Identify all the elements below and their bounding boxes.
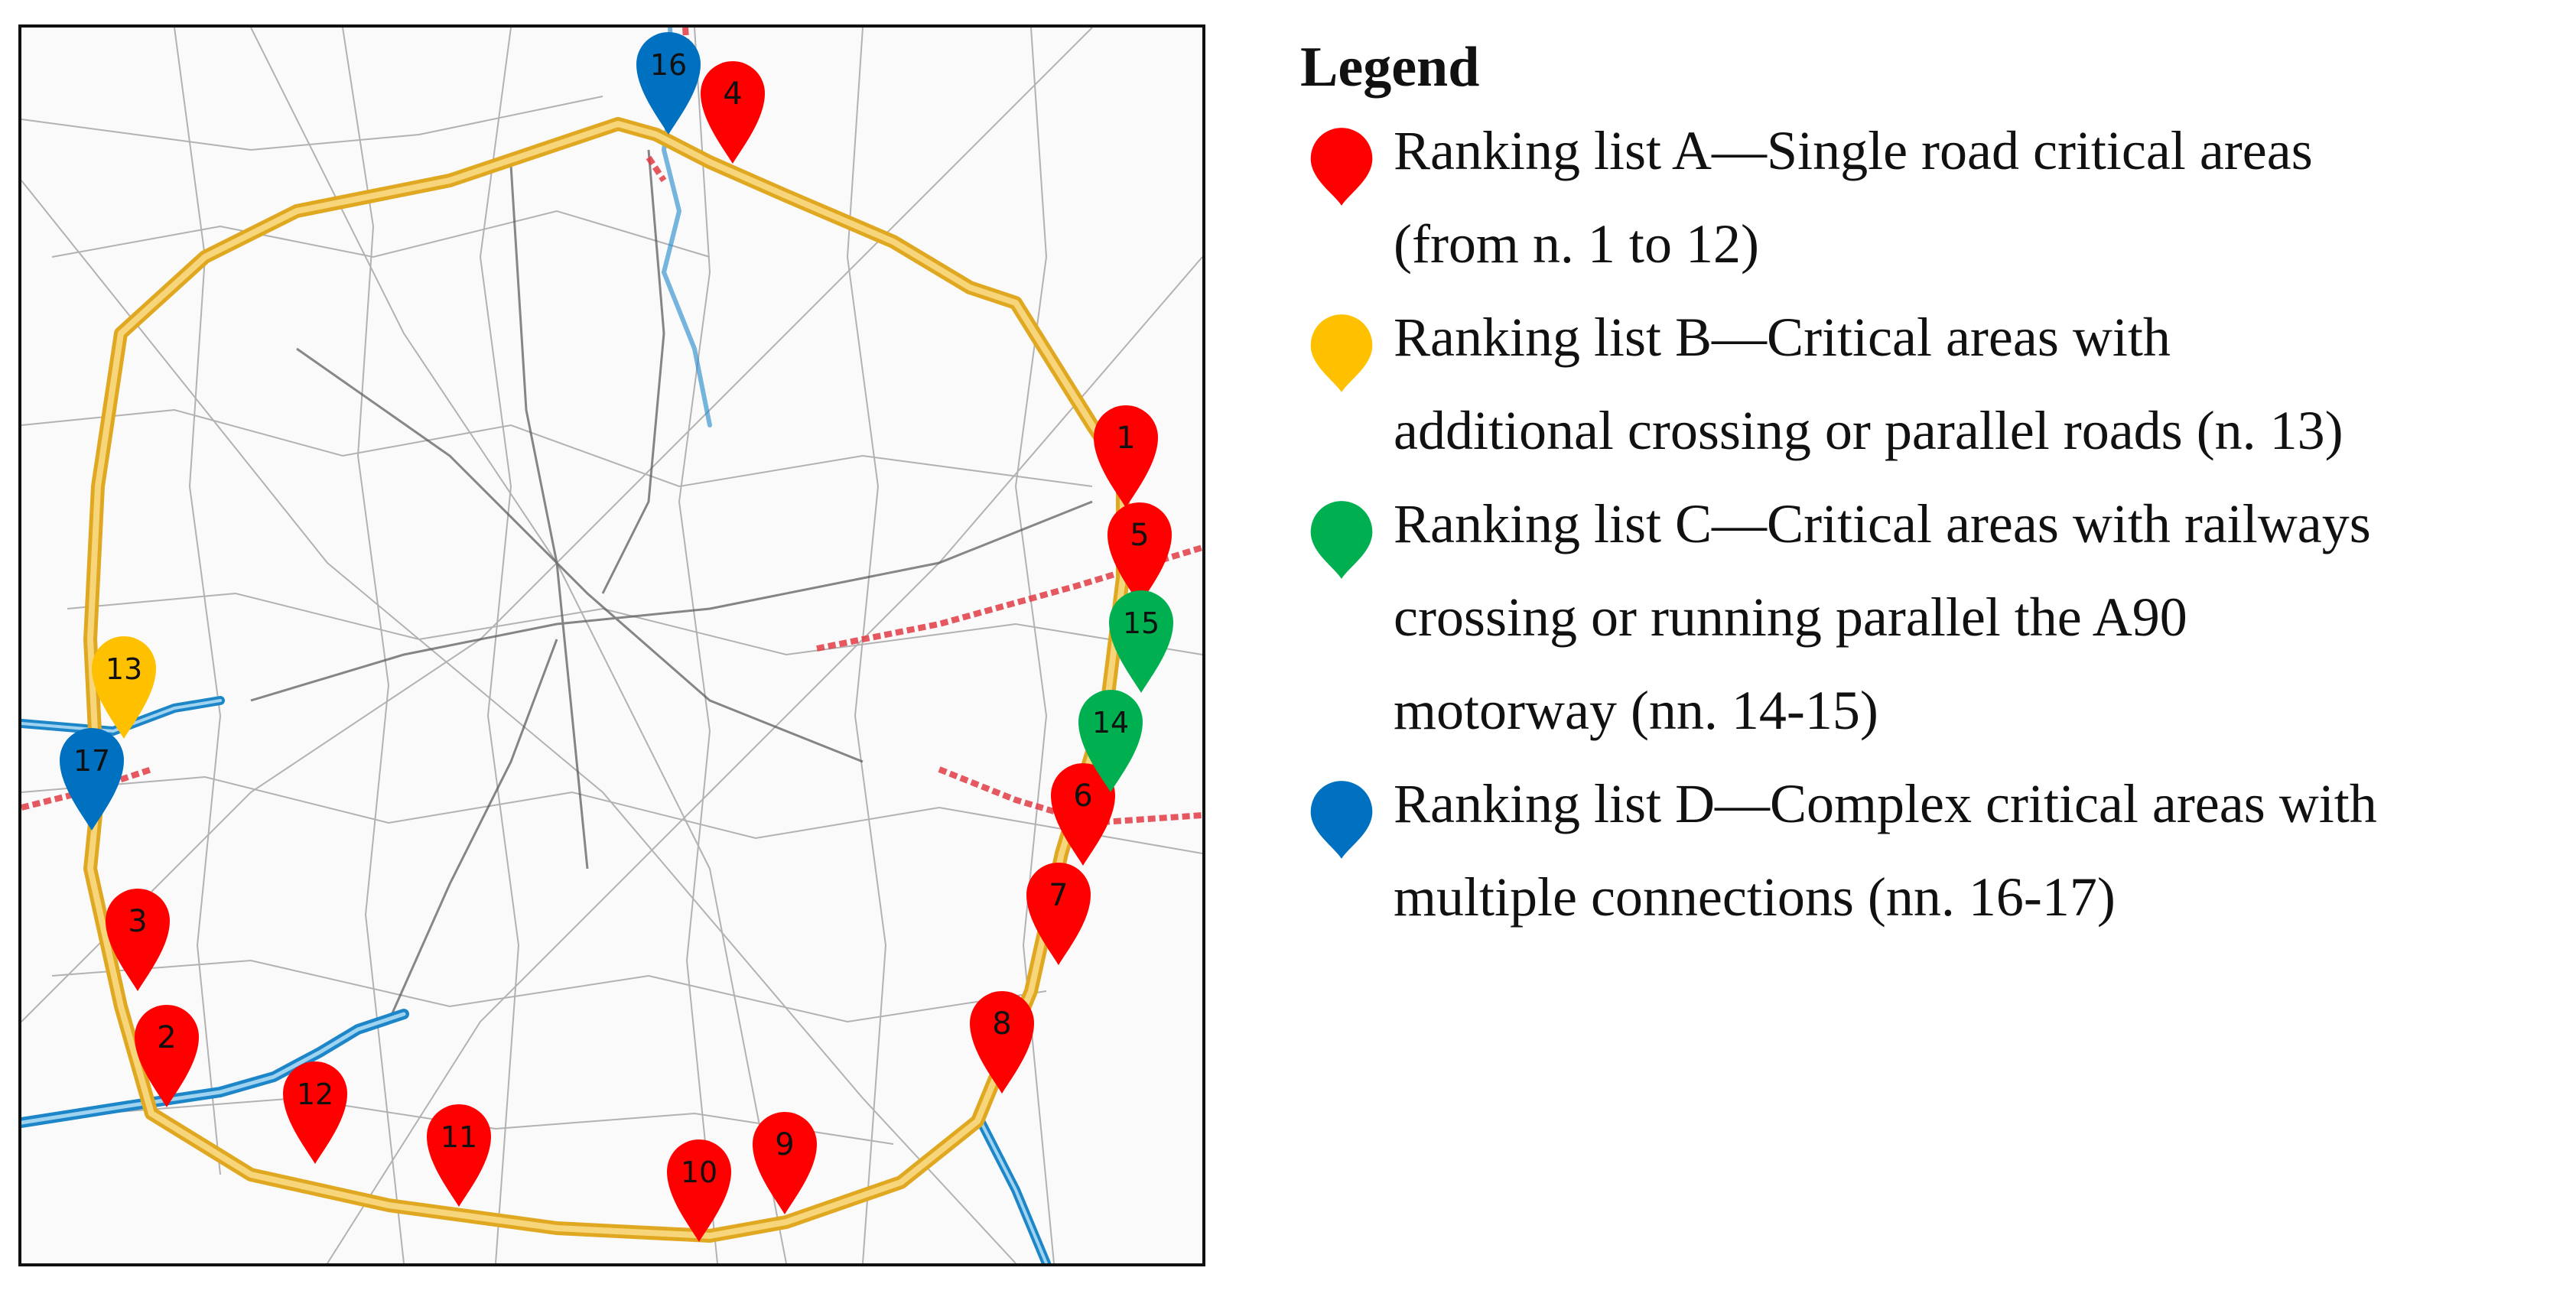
marker-pin-icon xyxy=(1078,690,1143,792)
marker-11[interactable]: 11 xyxy=(427,1104,491,1207)
marker-pin-icon xyxy=(283,1061,347,1164)
marker-4[interactable]: 4 xyxy=(701,61,765,164)
marker-pin-icon xyxy=(1107,502,1172,605)
marker-label: 3 xyxy=(128,904,147,939)
marker-label: 16 xyxy=(650,48,687,82)
marker-label: 17 xyxy=(73,744,110,778)
marker-label: 7 xyxy=(1049,878,1068,913)
marker-6[interactable]: 6 xyxy=(1051,763,1115,866)
marker-17[interactable]: 17 xyxy=(60,728,124,831)
legend-item-b-line1: Ranking list B—Critical areas with xyxy=(1394,307,2171,368)
marker-label: 11 xyxy=(441,1120,477,1154)
legend-item-a-line1: Ranking list A—Single road critical area… xyxy=(1394,120,2313,181)
legend-item-d: Ranking list D—Complex critical areas wi… xyxy=(1300,757,2562,944)
marker-label: 10 xyxy=(681,1156,717,1189)
marker-pin-icon xyxy=(753,1112,817,1214)
legend-title: Legend xyxy=(1300,36,1480,99)
green-pin-icon xyxy=(1310,501,1373,579)
marker-pin-icon xyxy=(427,1104,491,1207)
marker-13[interactable]: 13 xyxy=(92,636,156,739)
marker-pin-icon xyxy=(60,728,124,831)
marker-12[interactable]: 12 xyxy=(283,1061,347,1164)
marker-16[interactable]: 16 xyxy=(636,32,701,135)
legend-item-c-line3: motorway (nn. 14-15) xyxy=(1394,680,1878,741)
marker-pin-icon xyxy=(1109,590,1173,693)
legend-item-d-line2: multiple connections (nn. 16-17) xyxy=(1394,866,2116,928)
marker-label: 14 xyxy=(1092,706,1129,740)
marker-label: 9 xyxy=(775,1127,794,1162)
marker-pin-icon xyxy=(1026,862,1091,965)
marker-2[interactable]: 2 xyxy=(134,1004,199,1107)
marker-pin-icon xyxy=(667,1139,731,1242)
legend-item-c: Ranking list C—Critical areas with railw… xyxy=(1300,477,2562,757)
marker-7[interactable]: 7 xyxy=(1026,862,1091,965)
marker-label: 8 xyxy=(992,1006,1011,1042)
marker-pin-icon xyxy=(701,61,765,164)
legend-item-a-line2: (from n. 1 to 12) xyxy=(1394,213,1759,275)
legend-item-c-line2: crossing or running parallel the A90 xyxy=(1394,587,2187,648)
marker-pin-icon xyxy=(970,991,1034,1094)
blue-pin-icon xyxy=(1310,781,1373,859)
marker-pin-icon xyxy=(636,32,701,135)
map-frame[interactable]: 1 2 3 4 5 6 7 8 9 10 11 12 13 14 15 16 17 xyxy=(18,24,1205,1266)
ring-road-a90 xyxy=(83,117,1130,1243)
marker-pin-icon xyxy=(106,889,170,991)
marker-label: 12 xyxy=(297,1078,333,1111)
marker-5[interactable]: 5 xyxy=(1107,502,1172,605)
legend-item-b: Ranking list B—Critical areas with addit… xyxy=(1300,291,2562,477)
marker-label: 5 xyxy=(1130,518,1149,553)
red-pin-icon xyxy=(1310,128,1373,206)
street-network-dark xyxy=(250,149,1093,1022)
marker-pin-icon xyxy=(134,1004,199,1107)
yellow-pin-icon xyxy=(1310,314,1373,392)
marker-pin-icon xyxy=(1051,763,1115,866)
street-network xyxy=(21,28,1202,1263)
marker-10[interactable]: 10 xyxy=(667,1139,731,1242)
marker-14[interactable]: 14 xyxy=(1078,690,1143,792)
marker-8[interactable]: 8 xyxy=(970,991,1034,1094)
marker-label: 2 xyxy=(157,1020,176,1055)
marker-label: 13 xyxy=(106,652,142,686)
marker-label: 6 xyxy=(1073,779,1092,814)
legend: Legend Ranking list A—Single road critic… xyxy=(1300,31,2562,944)
legend-item-b-line2: additional crossing or parallel roads (n… xyxy=(1394,400,2343,461)
marker-label: 4 xyxy=(723,76,742,112)
marker-label: 1 xyxy=(1116,421,1135,456)
marker-1[interactable]: 1 xyxy=(1094,405,1158,508)
marker-pin-icon xyxy=(1094,405,1158,508)
legend-item-c-line1: Ranking list C—Critical areas with railw… xyxy=(1394,493,2371,554)
legend-item-a: Ranking list A—Single road critical area… xyxy=(1300,104,2562,291)
marker-label: 15 xyxy=(1123,606,1160,640)
marker-9[interactable]: 9 xyxy=(753,1112,817,1214)
marker-3[interactable]: 3 xyxy=(106,889,170,991)
legend-item-d-line1: Ranking list D—Complex critical areas wi… xyxy=(1394,773,2377,834)
marker-15[interactable]: 15 xyxy=(1109,590,1173,693)
marker-pin-icon xyxy=(92,636,156,739)
